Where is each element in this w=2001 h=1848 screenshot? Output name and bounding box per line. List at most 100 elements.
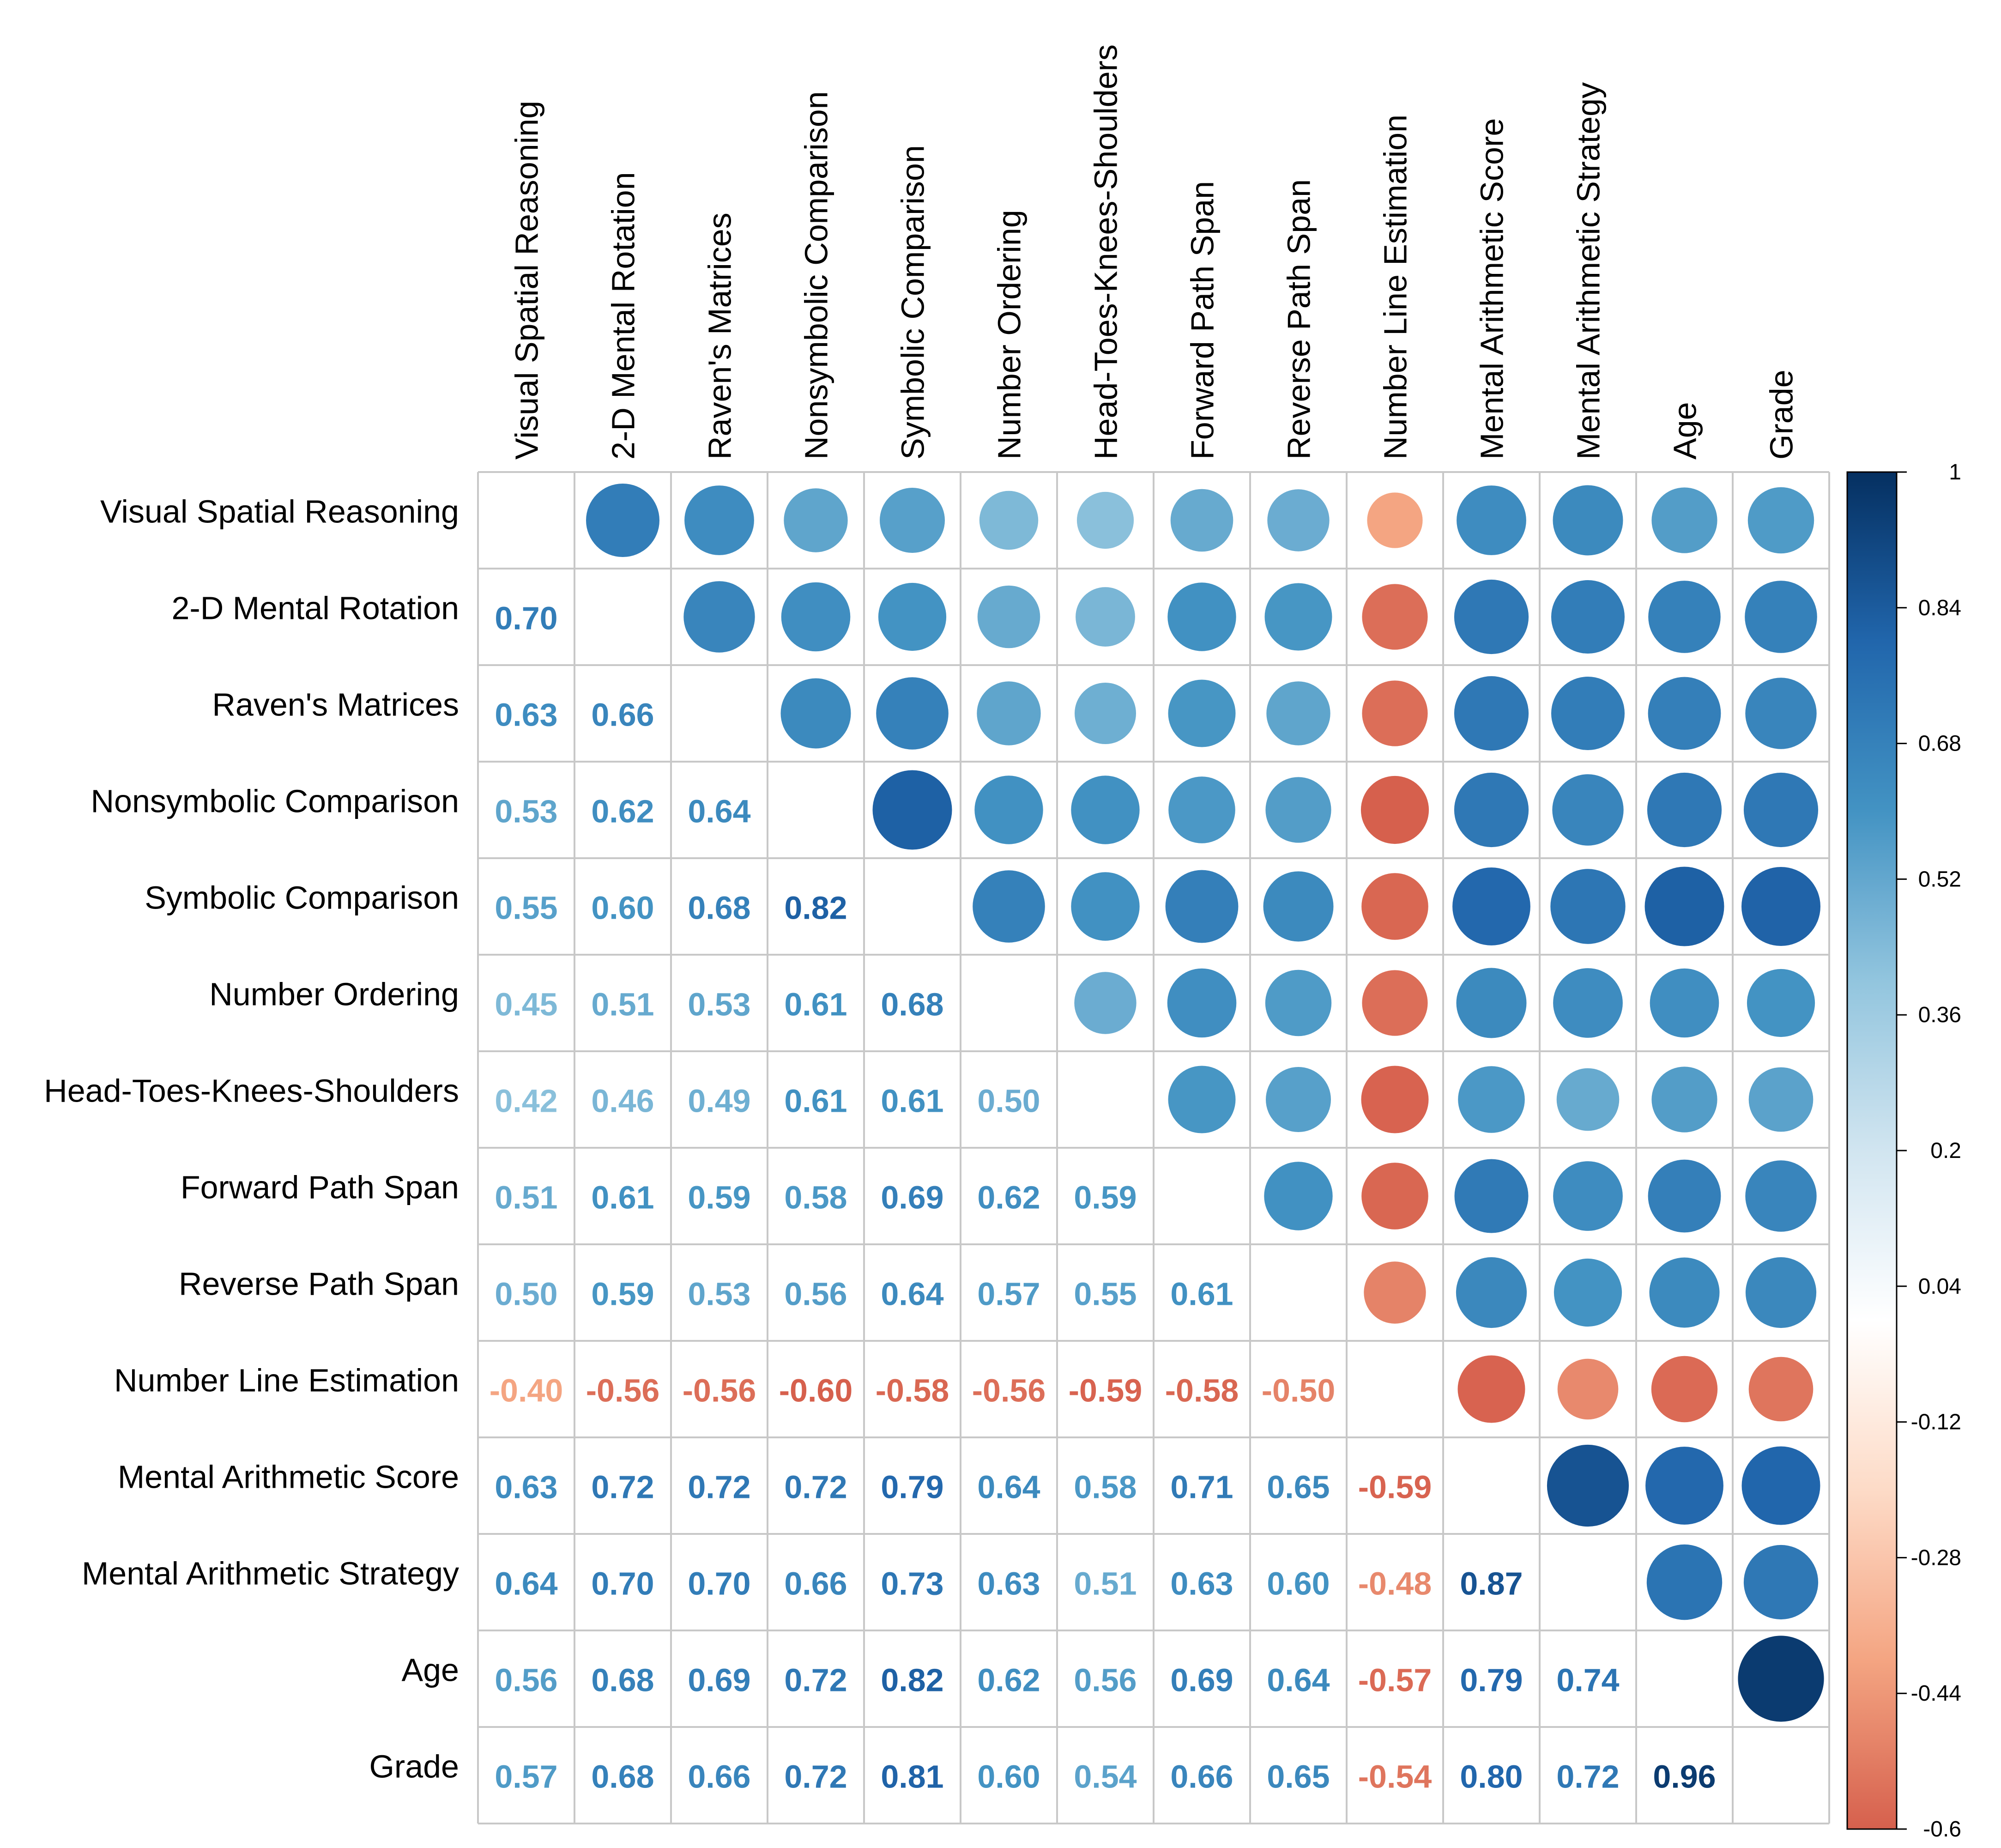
colorbar-tick-label: 1: [1949, 460, 1961, 485]
correlation-circle: [1168, 1066, 1236, 1133]
colorbar-tick-label: 0.04: [1918, 1274, 1961, 1299]
correlation-value: -0.48: [1358, 1566, 1432, 1602]
correlation-circle: [1265, 777, 1331, 843]
correlation-value: 0.68: [591, 1662, 654, 1698]
row-label: Raven's Matrices: [212, 687, 459, 723]
correlation-circle: [1454, 1159, 1529, 1233]
correlation-value: 0.70: [495, 600, 557, 636]
grid: [477, 471, 1830, 1824]
row-label: Reverse Path Span: [179, 1266, 459, 1302]
correlation-value: 0.45: [495, 987, 557, 1023]
column-label: 2-D Mental Rotation: [605, 172, 641, 460]
correlation-value: 0.72: [591, 1469, 654, 1505]
colorbar-tick-label: 0.36: [1918, 1003, 1961, 1027]
correlation-value: 0.51: [591, 987, 654, 1023]
correlation-value: 0.46: [591, 1083, 654, 1119]
row-label: Symbolic Comparison: [145, 880, 459, 916]
correlation-value: 0.63: [977, 1566, 1040, 1602]
correlation-value: 0.56: [495, 1662, 557, 1698]
correlation-circle: [1547, 1444, 1629, 1527]
correlation-value: 0.80: [1460, 1759, 1523, 1795]
correlation-circle: [1644, 866, 1724, 946]
correlation-circle: [1745, 1160, 1817, 1232]
correlation-circle: [1556, 1068, 1620, 1131]
correlation-value: 0.81: [881, 1759, 943, 1795]
correlation-circle: [878, 582, 947, 651]
colorbar-tick-label: -0.12: [1911, 1410, 1961, 1435]
column-label: Number Line Estimation: [1378, 115, 1414, 460]
correlation-value: 0.53: [688, 1276, 750, 1312]
correlation-value: 0.63: [495, 1469, 557, 1505]
colorbar-gradient: [1846, 471, 1898, 1830]
correlation-value: 0.59: [591, 1276, 654, 1312]
correlation-value: 0.54: [1074, 1759, 1137, 1795]
correlation-value: 0.72: [1556, 1759, 1619, 1795]
colorbar-tick-label: 0.68: [1918, 732, 1961, 756]
correlation-circle: [1651, 487, 1717, 553]
correlation-value: 0.71: [1170, 1469, 1233, 1505]
row-label: Visual Spatial Reasoning: [100, 494, 459, 530]
correlation-circle: [1648, 581, 1721, 653]
correlation-circle: [1074, 972, 1137, 1034]
column-label: Mental Arithmetic Score: [1474, 118, 1510, 460]
correlation-circle: [1364, 1261, 1426, 1324]
column-label: Raven's Matrices: [702, 212, 738, 460]
correlation-value: -0.56: [683, 1373, 756, 1409]
correlation-value: 0.56: [1074, 1662, 1137, 1698]
correlation-circle: [1747, 487, 1814, 554]
correlation-value: 0.60: [591, 890, 654, 926]
correlation-circle: [1266, 681, 1330, 745]
correlation-circle: [1648, 677, 1721, 750]
correlation-circle: [684, 485, 754, 555]
correlation-circle: [1264, 1162, 1333, 1230]
row-label: Grade: [369, 1749, 459, 1785]
column-label: Symbolic Comparison: [895, 145, 931, 460]
column-labels: Visual Spatial Reasoning 2-D Mental Rotat…: [509, 44, 1800, 460]
correlation-value: 0.72: [784, 1469, 847, 1505]
correlation-value: 0.65: [1267, 1469, 1330, 1505]
correlation-circle: [1266, 1067, 1331, 1132]
correlation-value: 0.64: [881, 1276, 943, 1312]
correlation-value: 0.69: [881, 1180, 943, 1216]
correlation-value: 0.51: [495, 1180, 557, 1216]
correlation-circle: [1552, 774, 1624, 846]
column-label: Nonsymbolic Comparison: [798, 91, 834, 460]
correlation-circle: [780, 678, 851, 749]
correlation-value: -0.56: [972, 1373, 1046, 1409]
correlation-circle: [1743, 772, 1819, 848]
colorbar-tick-label: -0.28: [1911, 1545, 1961, 1570]
correlation-value: 0.58: [1074, 1469, 1137, 1505]
correlation-value: 0.61: [784, 987, 847, 1023]
correlation-value: 0.63: [1170, 1566, 1233, 1602]
row-label: Number Line Estimation: [114, 1363, 459, 1399]
correlation-circle: [1651, 1356, 1718, 1423]
colorbar-tick-label: 0.52: [1918, 867, 1961, 891]
correlation-circle: [1362, 680, 1428, 746]
correlation-value: 0.66: [591, 697, 654, 733]
correlation-value: 0.72: [784, 1662, 847, 1698]
correlation-value: 0.70: [591, 1566, 654, 1602]
correlation-circle: [1741, 1446, 1820, 1525]
column-label: Mental Arithmetic Strategy: [1571, 82, 1607, 460]
row-labels: Visual Spatial Reasoning 2-D Mental Rotat…: [44, 494, 459, 1785]
correlation-circle: [1647, 772, 1722, 848]
correlation-circle: [1456, 968, 1527, 1038]
correlation-circle: [1553, 485, 1623, 556]
correlation-value: -0.56: [586, 1373, 660, 1409]
correlation-circle: [1361, 1163, 1428, 1230]
correlation-circle: [1747, 969, 1815, 1037]
correlation-circle: [1650, 968, 1719, 1038]
colorbar-tick-label: 0.84: [1918, 596, 1961, 620]
row-label: Nonsymbolic Comparison: [91, 783, 459, 819]
correlation-value: 0.64: [1267, 1662, 1330, 1698]
correlation-value: 0.53: [495, 794, 557, 830]
correlation-value: 0.62: [977, 1180, 1040, 1216]
correlation-value: 0.49: [688, 1083, 750, 1119]
correlation-value: 0.61: [881, 1083, 943, 1119]
correlation-circle: [977, 585, 1040, 648]
correlation-circle: [1452, 867, 1530, 945]
correlation-circle: [1748, 1357, 1814, 1422]
correlation-value: -0.60: [779, 1373, 853, 1409]
correlation-value: -0.54: [1358, 1759, 1432, 1795]
